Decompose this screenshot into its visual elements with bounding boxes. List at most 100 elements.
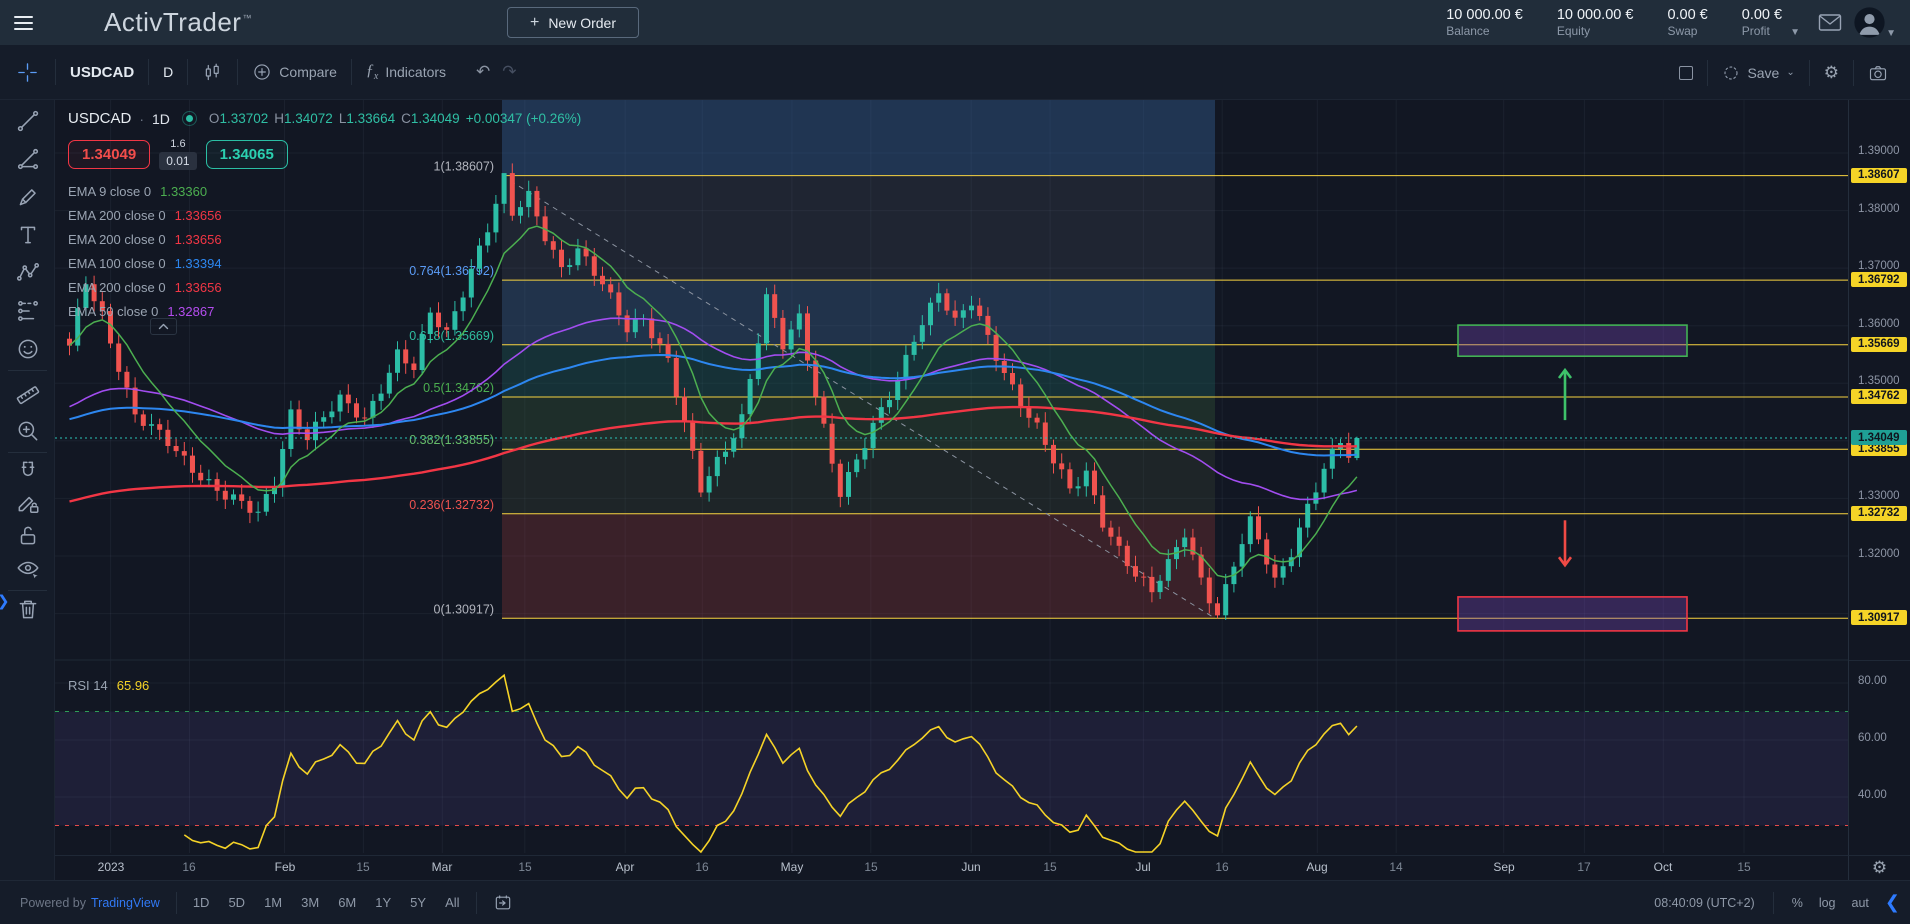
account-menu-button[interactable]: ▼	[1853, 6, 1896, 39]
candle	[1010, 373, 1015, 385]
buy-price-button[interactable]: 1.34065	[205, 139, 288, 169]
symbol-button[interactable]: USDCAD	[70, 63, 135, 81]
redo-button[interactable]: ↷	[502, 62, 517, 81]
rsi-legend[interactable]: RSI 14 65.96	[68, 678, 150, 693]
lot-size-field[interactable]: 0.01	[159, 152, 197, 170]
chart-style-button[interactable]	[188, 45, 237, 99]
candle	[1149, 576, 1155, 593]
price-scale[interactable]: 1.39000 1.38000 1.37000 1.36000 1.35000 1.330…	[1848, 100, 1910, 880]
indicator-legend-row[interactable]: EMA 200 close 0 1.33656	[68, 275, 581, 299]
interval-button[interactable]: D	[163, 64, 174, 80]
new-order-button[interactable]: + New Order	[506, 7, 639, 38]
compare-button[interactable]: Compare	[238, 45, 351, 99]
trend-line-tool-button[interactable]	[15, 108, 41, 134]
legend-symbol[interactable]: USDCAD	[68, 110, 132, 127]
fib-tool-button[interactable]	[15, 146, 41, 172]
sell-price-button[interactable]: 1.34049	[68, 139, 151, 169]
candle	[165, 429, 171, 446]
brush-tool-button[interactable]	[15, 184, 41, 210]
undo-button[interactable]: ↶	[476, 62, 491, 81]
menu-button[interactable]	[0, 0, 46, 45]
profit-stat[interactable]: 0.00 € Profit ▼	[1741, 7, 1800, 38]
fib-band	[502, 175, 1215, 281]
text-tool-button[interactable]	[15, 222, 41, 248]
tradingview-link[interactable]: TradingView	[91, 895, 160, 910]
expand-panel-chevron[interactable]: ❯	[0, 592, 10, 610]
candle	[386, 372, 392, 394]
current-price-label: 1.34049	[1851, 430, 1907, 446]
candle	[608, 284, 614, 293]
main-chart-canvas[interactable]: 1(1.38607)0.764(1.36792)0.618(1.35669)0.…	[55, 100, 1848, 855]
time-axis-label: Feb	[274, 860, 296, 874]
candle	[181, 451, 187, 456]
time-axis[interactable]: 2023 16 Feb 15 Mar 15 Apr 16 May 15 Jun 15 Jul 16 Aug 1…	[55, 855, 1848, 880]
log-scale-button[interactable]: log	[1818, 895, 1836, 910]
snapshot-button[interactable]	[1854, 45, 1902, 100]
candle	[944, 293, 950, 311]
candle	[116, 343, 122, 372]
goto-date-button[interactable]	[493, 893, 513, 913]
legend-interval[interactable]: 1D	[152, 110, 170, 127]
chevron-up-icon	[158, 323, 169, 330]
range-button-5y[interactable]: 5Y	[410, 895, 427, 910]
fib-label: 0(1.30917)	[434, 602, 494, 616]
indicator-legend-row[interactable]: EMA 200 close 0 1.33656	[68, 203, 581, 227]
save-layout-button[interactable]: Save ⌄	[1708, 45, 1808, 100]
magnet-tool-button[interactable]	[15, 458, 41, 484]
forecast-tool-button[interactable]	[15, 298, 41, 324]
indicators-button[interactable]: ƒx Indicators	[365, 61, 447, 83]
emoji-tool-button[interactable]	[15, 336, 41, 362]
range-button-3m[interactable]: 3M	[301, 895, 320, 910]
indicator-legend-row[interactable]: EMA 9 close 0 1.33360	[68, 179, 581, 203]
percent-scale-button[interactable]: %	[1791, 895, 1803, 910]
indicator-value: 1.33656	[174, 231, 222, 247]
indicator-legend-row[interactable]: EMA 200 close 0 1.33656	[68, 227, 581, 251]
candle	[403, 349, 409, 364]
candle	[378, 393, 384, 401]
range-button-1d[interactable]: 1D	[192, 895, 210, 910]
auto-scale-button[interactable]: aut	[1851, 895, 1869, 910]
price-tick-label: 1.35000	[1858, 375, 1900, 388]
crosshair-tool-button[interactable]	[0, 45, 55, 99]
measure-tool-button[interactable]	[15, 380, 41, 406]
range-button-1y[interactable]: 1Y	[375, 895, 392, 910]
indicator-legend-row[interactable]: EMA 100 close 0 1.33394	[68, 251, 581, 275]
lock-all-tool-button[interactable]	[15, 523, 41, 549]
mail-button[interactable]	[1818, 12, 1842, 38]
indicator-legend-row[interactable]: EMA 50 close 0 1.32867	[68, 299, 581, 323]
candle	[321, 417, 327, 422]
forecast-icon	[18, 301, 38, 321]
legend-collapse-button[interactable]	[150, 318, 177, 335]
range-button-1m[interactable]: 1M	[264, 895, 283, 910]
collapse-panel-chevron[interactable]: ❮	[1884, 892, 1900, 912]
range-button-5d[interactable]: 5D	[228, 895, 246, 910]
hide-drawings-tool-button[interactable]	[15, 556, 41, 582]
candle	[1329, 448, 1335, 469]
candle	[173, 446, 179, 452]
indicators-legend: EMA 9 close 0 1.33360 EMA 200 close 0 1.336…	[68, 179, 581, 323]
gear-icon: ⚙	[1871, 858, 1888, 877]
candle	[698, 450, 704, 493]
time-axis-label: 16	[1215, 860, 1229, 874]
candle	[206, 479, 212, 481]
pencil-lock-icon	[18, 496, 39, 513]
candle	[764, 294, 769, 344]
candle	[960, 310, 966, 318]
app-bar: ActivTrader™ + New Order 10 000.00 € Bal…	[0, 0, 1910, 45]
ema-9-line	[68, 225, 1358, 578]
market-status-button[interactable]	[181, 111, 197, 126]
candle	[190, 455, 195, 473]
axis-settings-button[interactable]: ⚙	[1848, 855, 1910, 880]
range-button-6m[interactable]: 6M	[338, 895, 357, 910]
candle	[1116, 536, 1122, 546]
layout-button[interactable]	[1665, 45, 1707, 100]
zoom-in-tool-button[interactable]	[15, 418, 41, 444]
remove-drawings-tool-button[interactable]	[15, 596, 41, 622]
indicator-name: EMA 9 close 0	[68, 183, 152, 199]
candle	[1051, 444, 1056, 464]
chart-settings-button[interactable]: ⚙	[1810, 45, 1853, 100]
drawing-lock-tool-button[interactable]	[15, 490, 41, 516]
candle	[796, 313, 802, 330]
pattern-tool-button[interactable]	[15, 260, 41, 286]
range-button-all[interactable]: All	[445, 895, 460, 910]
